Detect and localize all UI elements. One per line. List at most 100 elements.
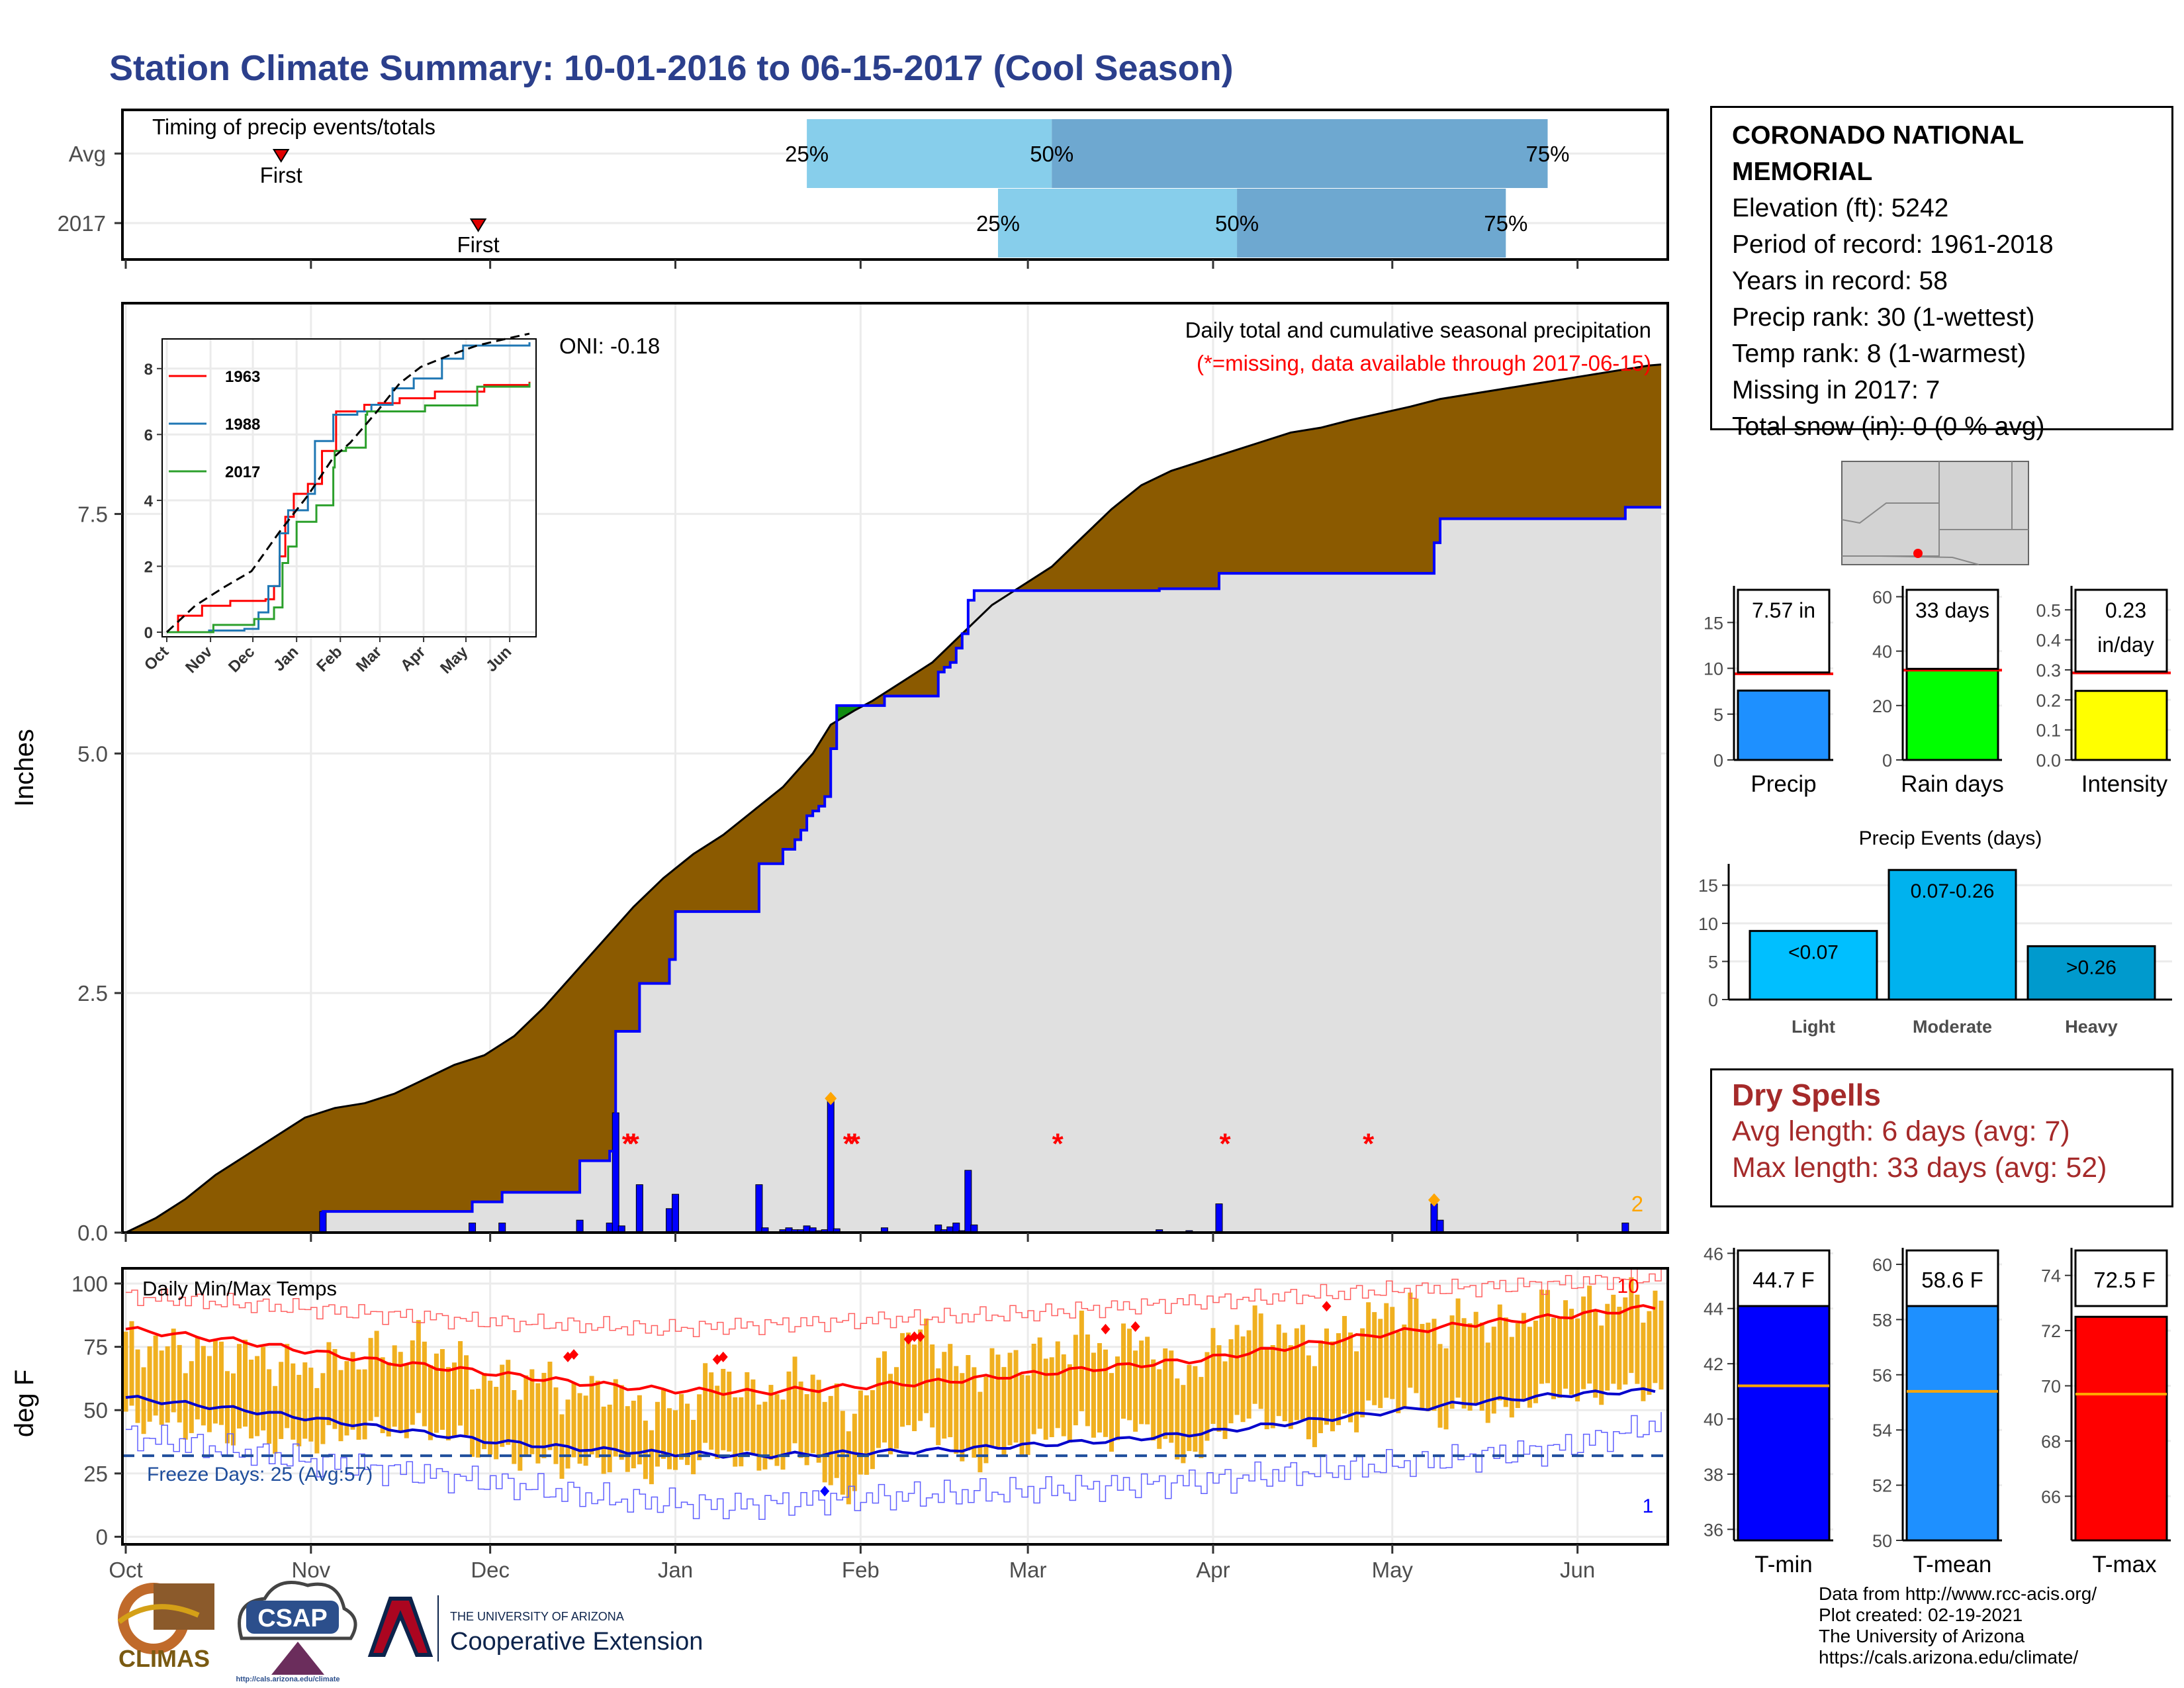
- daily-temp-bar: [1115, 1356, 1120, 1440]
- daily-temp-bar: [428, 1365, 433, 1440]
- y-tick-label: 70: [2041, 1376, 2061, 1396]
- daily-temp-bar: [326, 1342, 332, 1425]
- summary-value-box: [2074, 588, 2168, 673]
- daily-temp-bar: [153, 1335, 158, 1416]
- daily-precip-bar: [498, 1223, 506, 1233]
- daily-temp-bar: [751, 1379, 756, 1456]
- daily-temp-bar: [1366, 1302, 1371, 1401]
- summary-value-box: [1737, 588, 1831, 674]
- timing-marker: [272, 149, 290, 163]
- daily-temp-bar: [774, 1394, 780, 1466]
- y-tick-label: 50: [1872, 1531, 1892, 1551]
- timing-bar-lower: [997, 189, 1238, 258]
- daily-temp-bar: [1623, 1297, 1628, 1385]
- daily-temp-bar: [1001, 1367, 1007, 1455]
- y-tick-label: 0.3: [2036, 661, 2061, 680]
- event-bar: [2026, 945, 2156, 1001]
- page-title: Station Climate Summary: 10-01-2016 to 0…: [109, 48, 1234, 88]
- inset-y-tick-label: 4: [144, 492, 154, 510]
- daily-temp-bar: [1264, 1347, 1269, 1430]
- y-tick-label: 10: [1704, 659, 1723, 679]
- daily-precip-bar: [469, 1223, 477, 1233]
- daily-temp-bar: [1384, 1303, 1389, 1398]
- y-tick-label: 0: [96, 1525, 108, 1550]
- current-cumulative-area: [126, 507, 1661, 1233]
- timing-marker-label: First: [260, 163, 302, 187]
- daily-temp-bar: [924, 1318, 929, 1413]
- timing-frame: [121, 109, 1669, 261]
- daily-temp-bar: [267, 1369, 272, 1444]
- daily-temp-bar: [1545, 1289, 1550, 1383]
- y-tick-label: 7.5: [77, 502, 108, 526]
- daily-temp-bar: [780, 1399, 786, 1470]
- daily-temp-bar: [1426, 1323, 1431, 1411]
- precip-y-axis-label: Inches: [10, 729, 39, 807]
- daily-temp-bar: [1169, 1350, 1174, 1443]
- inset-series-line: [167, 383, 531, 633]
- daily-temp-bar: [451, 1362, 457, 1438]
- station-info-box: CORONADO NATIONAL MEMORIAL Elevation (ft…: [1710, 106, 2173, 441]
- record-high-marker: [915, 1331, 925, 1342]
- daily-temp-bar: [1210, 1328, 1216, 1425]
- daily-temp-bar: [1581, 1296, 1586, 1389]
- record-high-marker: [712, 1354, 722, 1365]
- daily-precip-bar: [952, 1223, 960, 1233]
- daily-temp-bar: [762, 1401, 768, 1470]
- daily-temp-bar: [1079, 1310, 1084, 1411]
- record-high-marker: [909, 1331, 919, 1342]
- daily-temp-bar: [756, 1404, 762, 1471]
- daily-temp-bar: [422, 1341, 427, 1427]
- dry-spells-avg: Avg length: 6 days (avg: 7): [1732, 1115, 2070, 1147]
- daily-temp-bar: [433, 1353, 439, 1433]
- daily-precip-bar: [606, 1223, 614, 1233]
- y-tick-label: 58: [1872, 1310, 1892, 1330]
- daily-temp-bar: [715, 1385, 720, 1460]
- daily-temp-bar: [218, 1341, 224, 1425]
- record-high-marker: [1101, 1323, 1111, 1335]
- timing-marker-label: First: [457, 232, 500, 257]
- daily-temp-bar: [1097, 1342, 1102, 1433]
- summary-bar: [1737, 689, 1831, 761]
- daily-temp-bar: [189, 1361, 194, 1433]
- daily-temp-bar: [1342, 1316, 1347, 1414]
- daily-temp-bar: [212, 1340, 218, 1424]
- daily-temp-bar: [177, 1344, 182, 1423]
- inset-y-tick-label: 2: [144, 558, 153, 576]
- daily-temp-bar: [1234, 1325, 1240, 1415]
- daily-precip-bar: [1436, 1219, 1444, 1233]
- daily-temp-bar: [666, 1408, 672, 1470]
- daily-temp-bar: [900, 1333, 905, 1427]
- daily-temp-bar: [983, 1376, 989, 1464]
- y-tick-label: 15: [1698, 876, 1718, 896]
- y-tick-label: 38: [1704, 1465, 1723, 1485]
- daily-temp-bar: [792, 1356, 797, 1444]
- daily-temp-bar: [1629, 1277, 1634, 1374]
- daily-temp-bar: [1318, 1340, 1323, 1434]
- daily-temp-bar: [255, 1356, 260, 1436]
- daily-temp-bar: [954, 1366, 959, 1454]
- freeze-days-label: Freeze Days: 25 (Avg:57): [147, 1464, 373, 1485]
- x-tick-label: May: [1372, 1558, 1414, 1582]
- ua-logo-mark: [367, 1597, 433, 1657]
- daily-temp-bar: [1611, 1294, 1616, 1384]
- station-info-line: Elevation (ft): 5242: [1732, 194, 1949, 222]
- record-high-marker: [1130, 1321, 1140, 1332]
- daily-temp-bar: [918, 1329, 923, 1421]
- daily-precip-bar: [755, 1184, 763, 1233]
- daily-temp-bar: [673, 1410, 678, 1470]
- summary-temp-category-label: T-min: [1754, 1552, 1813, 1577]
- timing-panel: Timing of precip events/totals 25% 50% 75% F…: [58, 109, 2088, 269]
- precip-inset-panel: 1963 1988 2017 0 2 4 6 8 Oct Nov Dec Jan Feb Mar Apr Ma…: [141, 332, 537, 677]
- temp-y-axis-label: deg F: [10, 1370, 39, 1437]
- y-tick-label: 68: [2041, 1432, 2061, 1452]
- daily-temp-bar: [439, 1348, 445, 1430]
- daily-temp-bar: [660, 1389, 666, 1459]
- climas-logo: CLIMAS: [117, 1583, 214, 1672]
- daily-temp-bar: [948, 1344, 953, 1438]
- dry-spells-box: Dry Spells Avg length: 6 days (avg: 7) M…: [1710, 1068, 2173, 1207]
- daily-temp-bar: [1103, 1349, 1108, 1437]
- daily-temp-bar: [583, 1395, 588, 1466]
- daily-temp-bar: [936, 1368, 941, 1446]
- y-tick-label: 52: [1872, 1476, 1892, 1496]
- map-border: [1842, 461, 1940, 557]
